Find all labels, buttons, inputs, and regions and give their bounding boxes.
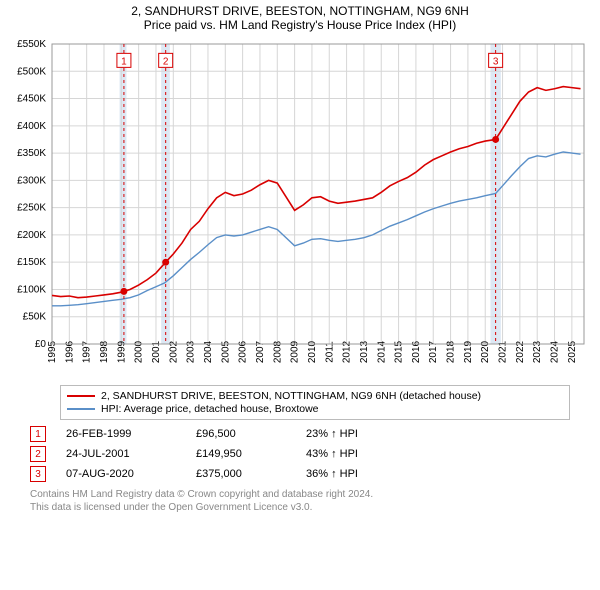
- table-row: 2 24-JUL-2001 £149,950 43% ↑ HPI: [30, 446, 570, 462]
- svg-text:£200K: £200K: [17, 230, 46, 241]
- svg-text:£550K: £550K: [17, 39, 46, 50]
- transaction-price: £96,500: [196, 428, 286, 440]
- legend: 2, SANDHURST DRIVE, BEESTON, NOTTINGHAM,…: [60, 385, 570, 420]
- svg-text:£150K: £150K: [17, 257, 46, 268]
- chart-area: £0 £50K £100K £150K £200K £250K £300K £350K £400…: [0, 34, 600, 379]
- table-row: 1 26-FEB-1999 £96,500 23% ↑ HPI: [30, 426, 570, 442]
- svg-text:£300K: £300K: [17, 175, 46, 186]
- transaction-pct: 43% ↑ HPI: [306, 448, 396, 460]
- marker-badge: 1: [30, 426, 46, 442]
- legend-item: HPI: Average price, detached house, Brox…: [67, 403, 563, 415]
- title-line2: Price paid vs. HM Land Registry's House …: [0, 18, 600, 32]
- transaction-date: 07-AUG-2020: [66, 468, 176, 480]
- title-line1: 2, SANDHURST DRIVE, BEESTON, NOTTINGHAM,…: [0, 4, 600, 18]
- legend-swatch: [67, 408, 95, 410]
- svg-text:£100K: £100K: [17, 284, 46, 295]
- legend-swatch: [67, 395, 95, 397]
- svg-text:£0: £0: [35, 339, 47, 350]
- svg-text:1: 1: [121, 56, 127, 67]
- footer-line1: Contains HM Land Registry data © Crown c…: [30, 488, 570, 501]
- legend-label: HPI: Average price, detached house, Brox…: [101, 403, 319, 415]
- svg-text:£400K: £400K: [17, 121, 46, 132]
- transaction-price: £149,950: [196, 448, 286, 460]
- svg-text:3: 3: [493, 56, 499, 67]
- svg-text:£500K: £500K: [17, 66, 46, 77]
- transaction-date: 26-FEB-1999: [66, 428, 176, 440]
- legend-label: 2, SANDHURST DRIVE, BEESTON, NOTTINGHAM,…: [101, 390, 481, 402]
- svg-text:£50K: £50K: [23, 312, 47, 323]
- marker-badge: 3: [30, 466, 46, 482]
- footer: Contains HM Land Registry data © Crown c…: [30, 488, 570, 514]
- transaction-date: 24-JUL-2001: [66, 448, 176, 460]
- footer-line2: This data is licensed under the Open Gov…: [30, 501, 570, 514]
- chart-titles: 2, SANDHURST DRIVE, BEESTON, NOTTINGHAM,…: [0, 0, 600, 34]
- svg-text:£350K: £350K: [17, 148, 46, 159]
- transactions-table: 1 26-FEB-1999 £96,500 23% ↑ HPI 2 24-JUL…: [30, 426, 570, 482]
- transaction-pct: 23% ↑ HPI: [306, 428, 396, 440]
- svg-text:£250K: £250K: [17, 203, 46, 214]
- transaction-price: £375,000: [196, 468, 286, 480]
- svg-text:£450K: £450K: [17, 94, 46, 105]
- svg-text:2: 2: [163, 56, 169, 67]
- transaction-pct: 36% ↑ HPI: [306, 468, 396, 480]
- legend-item: 2, SANDHURST DRIVE, BEESTON, NOTTINGHAM,…: [67, 390, 563, 402]
- marker-badge: 2: [30, 446, 46, 462]
- chart-svg: £0 £50K £100K £150K £200K £250K £300K £350K £400…: [0, 34, 600, 379]
- table-row: 3 07-AUG-2020 £375,000 36% ↑ HPI: [30, 466, 570, 482]
